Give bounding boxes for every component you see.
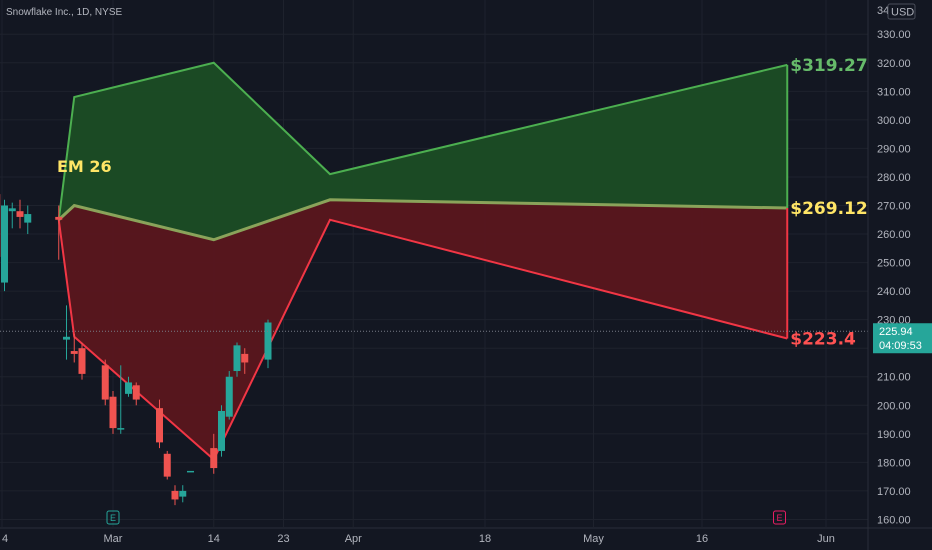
candle-body <box>8 208 16 212</box>
y-tick-label: 280.00 <box>877 172 911 184</box>
y-tick-label: 190.00 <box>877 429 911 441</box>
candle-body <box>117 428 125 430</box>
expected-move-bands <box>57 61 789 462</box>
candle-body <box>233 345 241 372</box>
earnings-marker-label: E <box>776 513 782 523</box>
currency-badge[interactable]: USD <box>887 3 916 20</box>
y-tick-label: 260.00 <box>877 229 911 241</box>
candle-body <box>210 448 218 469</box>
candle-body <box>63 336 70 340</box>
y-tick-label: 310.00 <box>877 86 911 98</box>
candle-body <box>55 216 63 220</box>
candle-body <box>187 470 194 473</box>
last-price-value: 225.94 <box>879 326 913 338</box>
candle-body <box>179 490 187 497</box>
mid-target-label: $269.12 <box>790 199 867 219</box>
lower-target-label: $223.4 <box>790 329 856 349</box>
y-tick-label: 160.00 <box>877 514 911 526</box>
candle-body <box>101 365 109 400</box>
upper-band-line <box>57 61 788 220</box>
y-tick-label: 34 <box>877 5 889 17</box>
earnings-marker <box>106 510 120 525</box>
earnings-marker-label: E <box>110 513 116 523</box>
earnings-marker <box>773 510 786 525</box>
price-axis[interactable]: 160.00170.00180.00190.00200.00210.00220.… <box>867 0 911 550</box>
chart-title: Snowflake Inc., 1D, NYSE <box>6 7 122 18</box>
y-tick-label: 270.00 <box>877 200 911 212</box>
candle-body <box>125 382 132 394</box>
candle-body <box>156 408 163 443</box>
candle-body <box>78 348 86 374</box>
y-tick-label: 240.00 <box>877 286 911 298</box>
x-tick-label: 14 <box>208 533 220 545</box>
currency-label: USD <box>891 7 914 19</box>
candlestick-series <box>0 194 272 506</box>
candle-body <box>16 211 24 217</box>
x-tick-label: Jun <box>817 533 835 545</box>
y-tick-label: 320.00 <box>877 58 911 70</box>
x-tick-label: Apr <box>345 533 362 545</box>
y-tick-label: 210.00 <box>877 372 911 384</box>
candle-body <box>264 322 272 360</box>
candle-body <box>109 396 117 429</box>
upper-band-fill <box>58 62 788 240</box>
y-tick-label: 200.00 <box>877 400 911 412</box>
x-tick-label: 18 <box>479 533 491 545</box>
time-axis[interactable]: 4 Mar 14 23 Apr 18 May 16 Jun <box>2 533 835 545</box>
upper-target-label: $319.27 <box>790 56 867 76</box>
bar-countdown: 04:09:53 <box>879 340 922 352</box>
x-tick-label: May <box>583 533 604 545</box>
y-tick-label: 290.00 <box>877 143 911 155</box>
candle-body <box>132 385 140 400</box>
y-tick-label: 330.00 <box>877 29 911 41</box>
em-label: EM 26 <box>57 157 112 176</box>
candle-body <box>225 376 233 417</box>
y-tick-label: 170.00 <box>877 486 911 498</box>
x-tick-label: 4 <box>2 533 8 545</box>
y-tick-label: 300.00 <box>877 115 911 127</box>
candle-body <box>241 353 249 363</box>
y-tick-label: 180.00 <box>877 457 911 469</box>
candle-body <box>171 490 179 500</box>
x-tick-label: 16 <box>696 533 708 545</box>
mid-band-line <box>57 198 788 242</box>
candle-body <box>163 453 171 477</box>
projection-labels: $319.27 $269.12 $223.4 <box>790 56 867 350</box>
candle-body <box>70 351 78 354</box>
y-tick-label: 250.00 <box>877 258 911 270</box>
lower-band-fill <box>58 199 788 460</box>
candle-body <box>24 214 32 223</box>
candle-body <box>218 410 225 451</box>
candle-body <box>1 205 8 283</box>
x-tick-label: Mar <box>104 533 123 545</box>
last-price-box: 225.94 04:09:53 <box>873 323 932 354</box>
x-tick-label: 23 <box>277 533 289 545</box>
